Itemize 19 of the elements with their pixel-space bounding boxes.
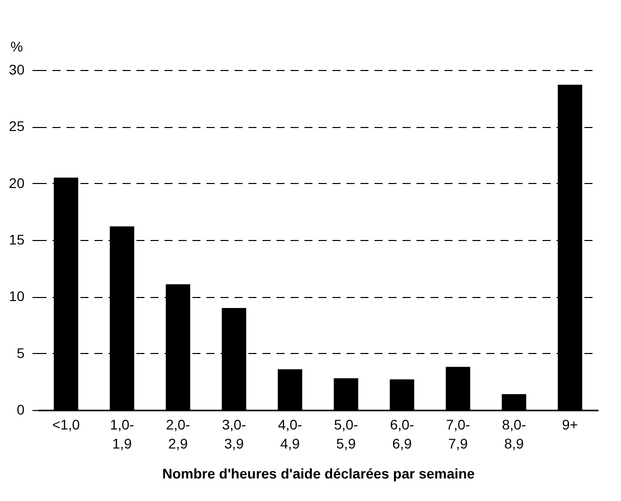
x-tick-label: 6,0- 6,9 — [390, 416, 414, 452]
x-axis-title: Nombre d'heures d'aide déclarées par semaine — [162, 466, 475, 482]
y-tick-label: 20 — [8, 174, 25, 191]
x-tick-label: 8,0- 8,9 — [502, 416, 526, 452]
y-tick-label: 25 — [8, 118, 25, 134]
x-tick-label: 4,0- 4,9 — [278, 416, 302, 452]
y-tick-label: 10 — [8, 288, 25, 304]
x-tick-label: <1,0 — [52, 416, 80, 432]
x-tick-label: 5,0- 5,9 — [334, 416, 358, 452]
y-tick-label: 15 — [8, 232, 25, 248]
x-tick-label: 2,0- 2,9 — [166, 416, 190, 452]
y-tick-label: 30 — [8, 62, 25, 78]
y-tick-label: 0 — [16, 402, 25, 418]
x-tick-label: 9+ — [562, 416, 578, 432]
x-tick-label: 1,0- 1,9 — [110, 416, 134, 452]
x-tick-label: 3,0- 3,9 — [222, 416, 246, 452]
y-tick-label: 5 — [16, 344, 25, 361]
x-tick-label: 7,0- 7,9 — [446, 416, 470, 452]
y-axis-title: % — [10, 38, 23, 54]
